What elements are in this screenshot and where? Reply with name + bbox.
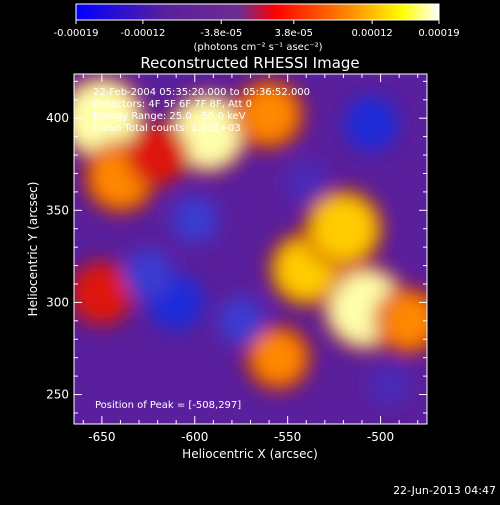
- x-tick-label: -650: [88, 430, 115, 444]
- hot-spot: [77, 268, 127, 318]
- colorbar-tick-label: -0.00019: [54, 28, 99, 39]
- colorbar-tick-label: -3.8e-05: [200, 28, 242, 39]
- x-tick-label: -600: [181, 430, 208, 444]
- annotation-line: 22-Feb-2004 05:35:20.000 to 05:36:52.000: [93, 87, 310, 98]
- cold-spot: [369, 364, 411, 406]
- hot-spot: [241, 86, 297, 143]
- cold-spot: [217, 297, 265, 345]
- hot-spot: [174, 99, 242, 167]
- annotation-line: Energy Range: 25.0 - 50.0 keV: [93, 111, 246, 122]
- hot-spot: [74, 82, 138, 155]
- cold-spot: [171, 196, 219, 243]
- hot-spot: [381, 294, 427, 348]
- x-axis-label: Heliocentric X (arcsec): [182, 447, 318, 461]
- cold-spot: [344, 96, 399, 151]
- x-tick-label: -500: [367, 430, 394, 444]
- colorbar-units-label: (photons cm⁻² s⁻¹ asec⁻²): [193, 42, 322, 53]
- hot-spot: [134, 131, 181, 179]
- y-axis-label: Heliocentric Y (arcsec): [26, 182, 40, 317]
- y-tick-label: 300: [46, 295, 69, 309]
- colorbar: [76, 4, 439, 20]
- annotation-line: Detectors: 4F 5F 6F 7F 8F, Att 0: [93, 99, 252, 110]
- x-tick-label: -550: [274, 430, 301, 444]
- cold-spot: [123, 249, 174, 301]
- annotation-line: Clean Total counts: 1.63E+03: [93, 123, 241, 134]
- y-tick-label: 250: [46, 388, 69, 402]
- colorbar-tick-label: 0.00012: [351, 28, 392, 39]
- colorbar-frame: [75, 3, 440, 21]
- colorbar-tick-label: 0.00019: [418, 28, 459, 39]
- chart-title: Reconstructed RHESSI Image: [140, 54, 359, 72]
- y-tick-label: 400: [46, 111, 69, 125]
- y-tick-label: 350: [46, 203, 69, 217]
- hot-spot: [310, 196, 376, 262]
- hot-spot: [252, 332, 304, 384]
- footer-timestamp: 22-Jun-2013 04:47: [393, 484, 496, 497]
- colorbar-tick-label: -0.00012: [120, 28, 165, 39]
- image-area: [74, 74, 427, 424]
- cold-spot: [284, 161, 328, 205]
- colorbar-tick-label: 3.8e-05: [275, 28, 313, 39]
- peak-position-label: Position of Peak = [-508,297]: [95, 400, 241, 411]
